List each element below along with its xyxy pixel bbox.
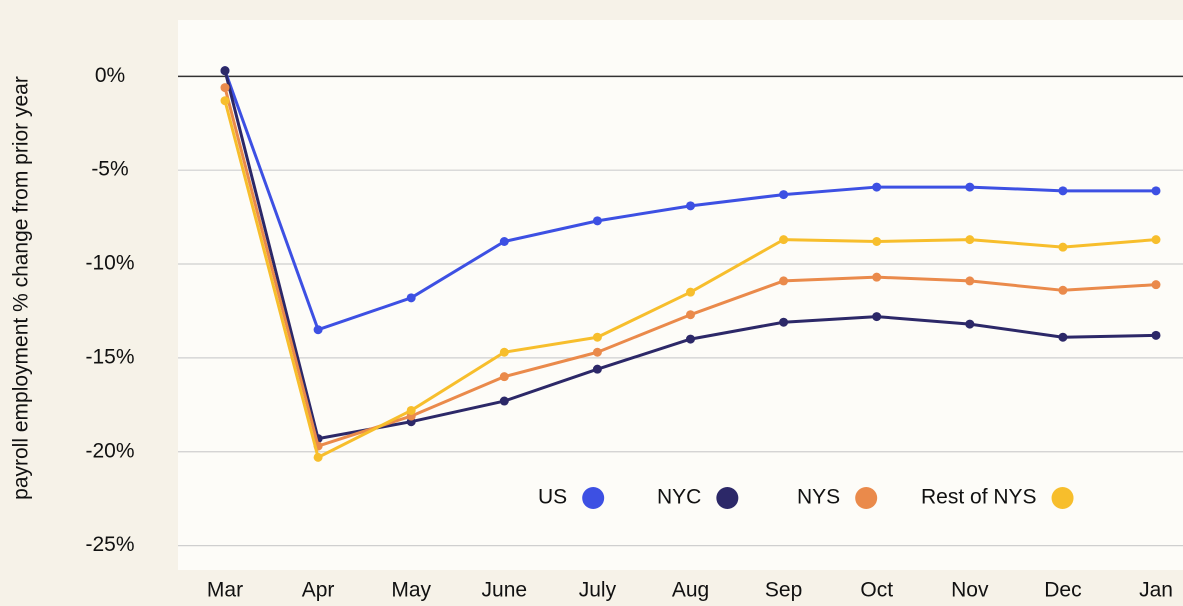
x-tick-label: Nov <box>951 579 989 602</box>
legend-marker <box>855 487 878 509</box>
point <box>220 83 230 93</box>
point <box>965 319 975 329</box>
y-tick-label: -20% <box>85 439 134 462</box>
point <box>1151 235 1161 245</box>
point <box>499 372 509 382</box>
x-tick-label: Apr <box>302 579 335 602</box>
legend-marker <box>716 487 739 509</box>
point <box>779 276 789 286</box>
point <box>313 452 323 462</box>
point <box>499 396 509 406</box>
x-tick-label: Oct <box>860 579 893 602</box>
point <box>965 235 975 245</box>
y-tick-label: -10% <box>85 252 134 275</box>
point <box>592 216 602 226</box>
point <box>779 317 789 327</box>
x-tick-label: Mar <box>207 579 243 602</box>
x-tick-label: July <box>579 579 617 602</box>
point <box>872 237 882 247</box>
point <box>686 310 695 320</box>
point <box>872 312 882 322</box>
point <box>1058 332 1068 342</box>
point <box>1151 280 1161 290</box>
y-tick-label: -25% <box>85 533 134 556</box>
point <box>1151 186 1161 196</box>
point <box>220 66 230 76</box>
point <box>965 182 975 192</box>
point <box>872 182 882 192</box>
legend-label: Rest of NYS <box>921 486 1037 509</box>
x-tick-label: May <box>391 579 431 602</box>
point <box>1058 242 1068 252</box>
point <box>779 190 789 200</box>
point <box>1058 186 1068 196</box>
point <box>592 364 602 374</box>
point <box>779 235 789 245</box>
point <box>406 405 416 415</box>
point <box>1058 285 1068 295</box>
point <box>499 237 509 247</box>
y-tick-label: 0% <box>95 64 125 87</box>
point <box>220 96 230 106</box>
plot-area <box>178 20 1183 570</box>
legend-label: NYC <box>657 486 701 509</box>
point <box>965 276 975 286</box>
point <box>313 325 323 335</box>
x-tick-label: Sep <box>765 579 802 602</box>
x-tick-label: Dec <box>1044 579 1081 602</box>
point <box>686 334 695 344</box>
y-axis-label: payroll employment % change from prior y… <box>10 76 33 500</box>
x-tick-label: Jan <box>1139 579 1173 602</box>
point <box>592 347 602 357</box>
point <box>686 287 695 297</box>
legend-label: NYS <box>797 486 840 509</box>
y-tick-label: -5% <box>91 158 128 181</box>
point <box>406 293 416 303</box>
point <box>592 332 602 342</box>
x-tick-label: June <box>482 579 528 602</box>
point <box>686 201 695 211</box>
legend-label: US <box>538 486 567 509</box>
point <box>872 272 882 282</box>
x-tick-label: Aug <box>672 579 709 602</box>
y-tick-label: -15% <box>85 345 134 368</box>
legend-marker <box>582 487 605 509</box>
point <box>499 347 509 357</box>
legend-marker <box>1051 487 1074 509</box>
point <box>1151 330 1161 340</box>
